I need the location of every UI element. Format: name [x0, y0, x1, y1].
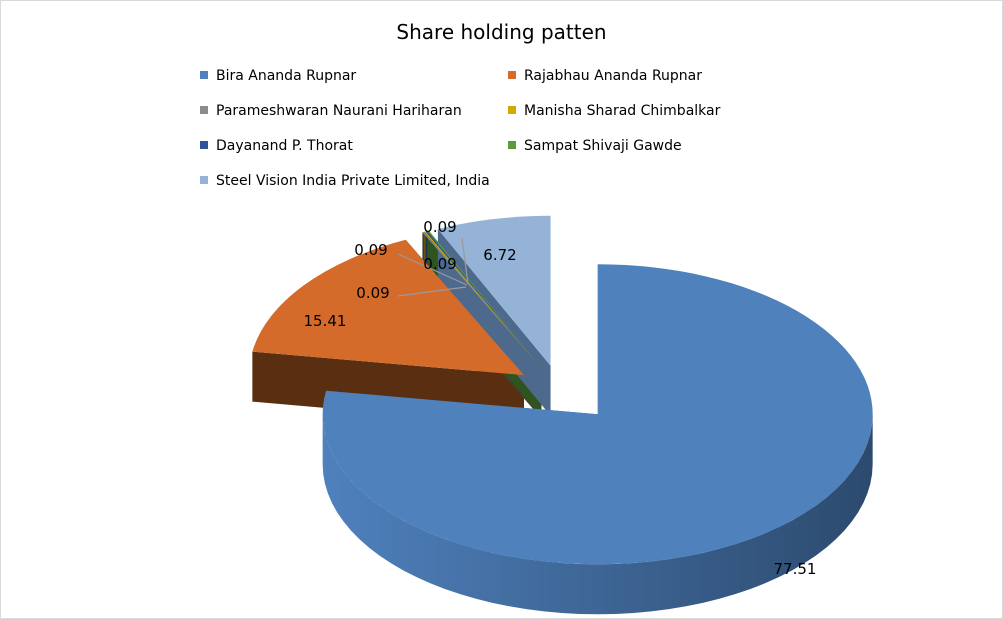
slice-rajabhau-ananda-rupnar-top — [252, 239, 524, 376]
leader-line — [461, 237, 469, 285]
leader-line — [397, 253, 468, 286]
slice-parameshwaran-naurani-hariharan-top — [422, 231, 541, 368]
legend-label: Manisha Sharad Chimbalkar — [524, 103, 721, 119]
legend-label: Steel Vision India Private Limited, Indi… — [216, 173, 490, 189]
data-label: 0.09 — [423, 255, 456, 273]
slice-sampat-shivaji-gawde-top — [427, 230, 542, 368]
legend-item: Rajabhau Ananda Rupnar — [508, 66, 702, 86]
legend-item: Manisha Sharad Chimbalkar — [508, 101, 720, 121]
legend-label: Dayanand P. Thorat — [216, 138, 353, 154]
legend-label: Sampat Shivaji Gawde — [524, 138, 682, 154]
chart-title: Share holding patten — [396, 20, 607, 44]
slice-tops — [252, 215, 873, 565]
legend-item: Steel Vision India Private Limited, Indi… — [200, 171, 490, 191]
legend-label: Parameshwaran Naurani Hariharan — [216, 103, 462, 119]
slice-dayanand-p-thorat-top — [425, 231, 542, 368]
slice-steel-vision-india-private-limited-india-top — [437, 215, 551, 366]
data-labels: 77.51 15.41 0.09 0.09 0.09 0.09 6.72 — [304, 218, 817, 578]
leader-line — [397, 286, 467, 297]
data-label: 0.09 — [354, 241, 387, 259]
legend-label: Bira Ananda Rupnar — [216, 68, 357, 84]
data-label: 0.09 — [356, 284, 389, 302]
legend-swatch — [200, 71, 208, 79]
slice-manisha-sharad-chimbalkar-top — [424, 231, 541, 368]
slice-steel-vision-india-private-limited-india-wall — [437, 228, 551, 416]
legend-swatch — [200, 176, 208, 184]
legend-swatch — [200, 141, 208, 149]
legend-swatch — [508, 71, 516, 79]
data-label: 0.09 — [423, 218, 456, 236]
legend-item: Bira Ananda Rupnar — [200, 66, 356, 86]
legend-item: Parameshwaran Naurani Hariharan — [200, 101, 462, 121]
data-label: 77.51 — [774, 560, 817, 578]
legend-label: Rajabhau Ananda Rupnar — [524, 68, 703, 84]
slice-steel-vision-india-private-limited-india — [437, 228, 551, 416]
legend-swatch — [200, 106, 208, 114]
legend-swatch — [508, 141, 516, 149]
data-label: 15.41 — [304, 312, 347, 330]
slice-bira-ananda-rupnar-top — [322, 264, 873, 565]
legend-item: Sampat Shivaji Gawde — [508, 136, 682, 156]
legend-swatch — [508, 106, 516, 114]
legend-item: Dayanand P. Thorat — [200, 136, 353, 156]
slice-bira-ananda-rupnar-side — [322, 414, 873, 615]
data-label: 6.72 — [483, 246, 516, 264]
